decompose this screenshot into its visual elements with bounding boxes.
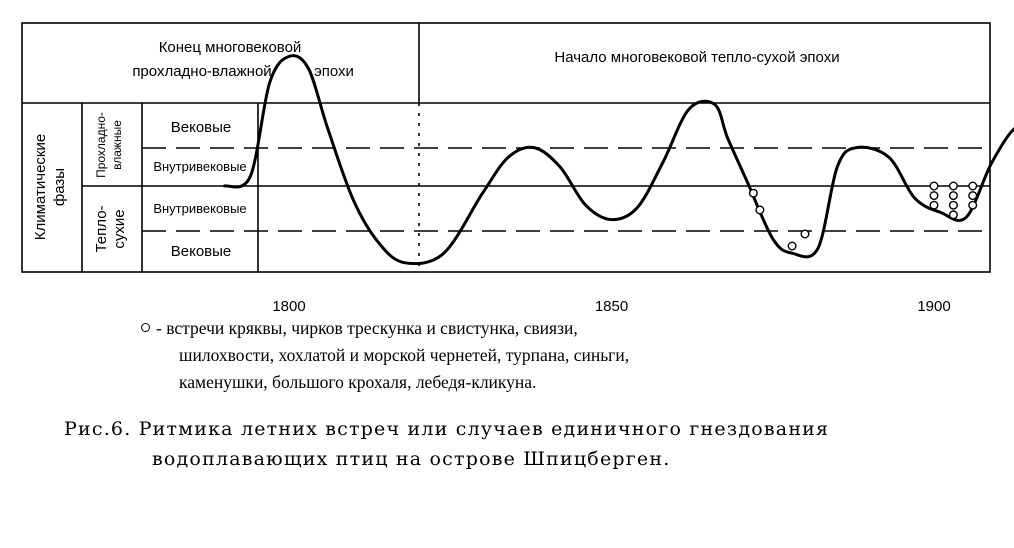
legend-row-1: - встречи кряквы, чирков трескунка и сви… bbox=[141, 315, 941, 342]
legend-line-3: каменушки, большого крохаля, лебедя-клик… bbox=[179, 372, 537, 392]
frame bbox=[21, 22, 991, 273]
caption-line-2: водоплавающих птиц на острове Шпицберген… bbox=[152, 448, 671, 470]
observation-circle bbox=[929, 191, 939, 201]
observation-circle bbox=[748, 188, 758, 198]
observation-circle bbox=[948, 181, 958, 191]
x-axis-tick-labels: 18001850190019502000 bbox=[272, 298, 950, 315]
observation-circle bbox=[755, 205, 765, 215]
figure-caption: Рис.6. Ритмика летних встреч или случаев… bbox=[64, 414, 1004, 474]
header-right: Начало многовековой тепло-сухой эпохи bbox=[554, 49, 839, 66]
group-warm-line2: сухие bbox=[111, 209, 128, 248]
observation-circle bbox=[948, 210, 958, 220]
row-header-line2: фазы bbox=[51, 168, 68, 206]
group-warm-line1: Тепло- bbox=[93, 205, 110, 252]
observation-circle bbox=[968, 200, 978, 210]
legend-circle-icon bbox=[141, 323, 150, 332]
observation-circle bbox=[968, 181, 978, 191]
climate-curve bbox=[223, 54, 1014, 266]
observation-circle bbox=[948, 191, 958, 201]
observation-circle bbox=[929, 181, 939, 191]
observation-circle bbox=[800, 229, 810, 239]
observation-circle bbox=[929, 200, 939, 210]
phase-warm-secular-label: Вековые bbox=[171, 243, 232, 260]
legend: - встречи кряквы, чирков трескунка и сви… bbox=[141, 315, 941, 396]
outer-frame bbox=[21, 22, 991, 273]
climate-curve-layer bbox=[223, 54, 1014, 266]
x-tick-label: 1850 bbox=[595, 298, 628, 315]
phase-warm-intra-label: Внутривековые bbox=[153, 201, 246, 216]
observation-circle bbox=[787, 241, 797, 251]
header-left-line2a: прохладно-влажной bbox=[132, 63, 271, 80]
observation-markers bbox=[748, 181, 978, 251]
header-left-line2b: эпохи bbox=[314, 63, 354, 80]
legend-line-2: шилохвости, хохлатой и морской чернетей,… bbox=[179, 345, 630, 365]
phase-cool-intra-label: Внутривековые bbox=[153, 159, 246, 174]
group-cool-line1: Прохладно- bbox=[94, 112, 108, 178]
legend-line-1: - встречи кряквы, чирков трескунка и сви… bbox=[156, 318, 578, 338]
header-left-line1: Конец многовековой bbox=[159, 39, 302, 56]
observation-circle bbox=[948, 200, 958, 210]
x-tick-label: 1800 bbox=[272, 298, 305, 315]
caption-line-1: Рис.6. Ритмика летних встреч или случаев… bbox=[64, 418, 830, 440]
observation-circle bbox=[968, 191, 978, 201]
phase-cool-secular-label: Вековые bbox=[171, 119, 232, 136]
x-tick-label: 1900 bbox=[917, 298, 950, 315]
group-cool-line2: влажные bbox=[110, 120, 124, 170]
row-header-line1: Климатические bbox=[32, 134, 49, 240]
